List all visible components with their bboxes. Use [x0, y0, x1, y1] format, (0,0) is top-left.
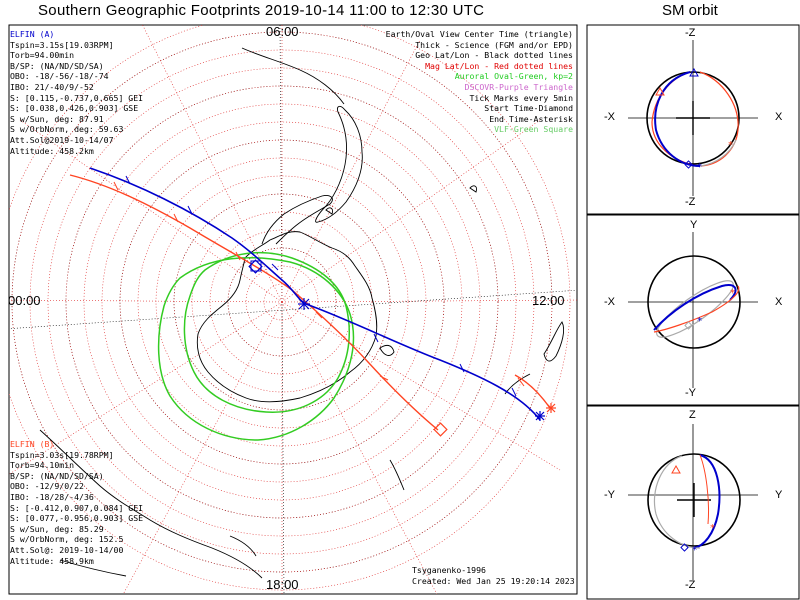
orbit-yz-plot: * *	[628, 424, 758, 580]
elfin-a-line: S w/OrbNorm, deg: 59.63	[10, 124, 124, 135]
orbit-xz-bottom-label: -Z	[685, 196, 696, 208]
elfin-b-end-asterisk	[546, 403, 556, 413]
elfin-a-info: ELFIN (A) Tspin=3.15s[19.03RPM] Torb=94.…	[10, 29, 143, 156]
elfin-b-line: Tspin=3.03s[19.78RPM]	[10, 449, 114, 460]
orbit-panel-title: SM orbit	[662, 2, 718, 19]
elfin-a-line: S w/Sun, deg: 87.91	[10, 113, 104, 124]
auroral-oval	[157, 251, 355, 441]
orbit-xy-top-label: Y	[690, 219, 698, 231]
svg-text:*: *	[730, 288, 735, 299]
elfin-a-line: OBO: -18/-56/-18/-74	[10, 71, 109, 82]
elfin-b-line: S w/Sun, deg: 85.29	[10, 523, 104, 534]
elfin-a-end-asterisk	[298, 298, 310, 310]
elfin-b-info: ELFIN (B) Tspin=3.03s[19.78RPM] Torb=94.…	[10, 439, 143, 566]
elfin-a-track	[89, 167, 545, 421]
orbit-xz-top-label: -Z	[685, 27, 696, 39]
elfin-a-line: IBO: 21/-40/9/-52	[10, 81, 94, 92]
map-plot-area	[9, 25, 577, 594]
vlf-square	[250, 260, 262, 272]
elfin-a-ticks	[125, 175, 517, 397]
elfin-b-line: S: [0.077,-0.956,0.903] GSE	[10, 513, 144, 524]
svg-text:*: *	[710, 523, 715, 534]
svg-text:*: *	[692, 545, 697, 556]
elfin-b-line: IBO: -18/28/-4/36	[10, 491, 94, 502]
orbit-yz-right-label: Y	[775, 489, 783, 501]
elfin-a-name: ELFIN (A)	[10, 29, 55, 39]
page-title: Southern Geographic Footprints 2019-10-1…	[38, 2, 485, 19]
elfin-a-line: Altitude: 458.2km	[10, 145, 94, 156]
elfin-b-line: S: [-0.412,0.907,0.084] GEI	[10, 502, 144, 513]
svg-text:*: *	[728, 140, 733, 151]
orbit-xy-left-label: -X	[604, 296, 615, 308]
elfin-a-line: B/SP: (NA/ND/SD/SA)	[10, 60, 104, 71]
orbit-xz-right-label: X	[775, 111, 783, 123]
credit-created: Created: Wed Jan 25 19:20:14 2023	[412, 575, 575, 586]
hour-label-top: 06:00	[266, 24, 299, 39]
legend-item: VLF-Green Square	[494, 124, 573, 135]
hour-label-bottom: 18:00	[266, 577, 299, 592]
legend-item: Tick Marks every 5min	[469, 92, 573, 103]
legend-item: End Time-Asterisk	[489, 113, 573, 124]
legend-item: Earth/Oval View Center Time (triangle)	[385, 29, 573, 39]
orbit-xz-left-label: -X	[604, 111, 615, 123]
elfin-a-edge-asterisk	[535, 411, 545, 421]
svg-text:*: *	[697, 316, 702, 327]
elfin-a-line: Torb=94.00min	[10, 50, 75, 61]
coastlines	[39, 47, 565, 579]
legend-item: Geo Lat/Lon - Black dotted lines	[415, 50, 573, 61]
orbit-xy-right-label: X	[775, 296, 783, 308]
hour-label-left: 00:00	[8, 293, 41, 308]
orbit-yz-top-label: Z	[689, 409, 696, 421]
credits: Tsyganenko-1996 Created: Wed Jan 25 19:2…	[412, 565, 575, 586]
hour-label-right: 12:00	[532, 293, 565, 308]
legend-item: DSCOVR-Purple Triangle	[464, 81, 573, 92]
elfin-a-line: S: [0.115,-0.737,0.665] GEI	[10, 92, 144, 103]
orbit-xy-bottom-label: -Y	[685, 387, 696, 399]
legend-item: Mag Lat/Lon - Red dotted lines	[425, 60, 573, 71]
elfin-b-line: OBO: -12/9/0/22	[10, 481, 84, 492]
elfin-a-line: Att.Sol@2019-10-14/07	[10, 134, 114, 145]
map-legend: Earth/Oval View Center Time (triangle) T…	[386, 29, 573, 135]
credit-model: Tsyganenko-1996	[412, 565, 486, 575]
elfin-b-ticks	[113, 181, 525, 387]
legend-item: Auroral Oval-Green, kp=2	[454, 71, 573, 82]
orbit-xz-plot: * *	[628, 40, 758, 196]
elfin-b-start-diamond	[433, 422, 448, 437]
legend-item: Thick - Science (FGM and/or EPD)	[415, 39, 573, 50]
elfin-b-line: Altitude: 458.9km	[10, 555, 94, 566]
elfin-a-start-diamond	[248, 259, 263, 274]
orbit-xy-plot: * *	[628, 232, 758, 388]
elfin-b-name: ELFIN (B)	[10, 439, 55, 449]
elfin-b-line: Att.Sol@: 2019-10-14/00	[10, 544, 124, 555]
elfin-a-line: S: [0.038,0.426,0.903] GSE	[10, 103, 139, 114]
elfin-b-line: S w/OrbNorm, deg: 152.5	[10, 534, 124, 545]
orbit-yz-bottom-label: -Z	[685, 579, 696, 591]
svg-text:*: *	[697, 162, 702, 173]
orbit-yz-left-label: -Y	[604, 489, 615, 501]
elfin-a-line: Tspin=3.15s[19.03RPM]	[10, 39, 114, 50]
elfin-b-line: B/SP: (NA/ND/SD/SA)	[10, 470, 104, 481]
legend-item: Start Time-Diamond	[484, 103, 573, 114]
elfin-b-line: Torb=94.10min	[10, 460, 75, 471]
mag-grid	[9, 25, 577, 594]
